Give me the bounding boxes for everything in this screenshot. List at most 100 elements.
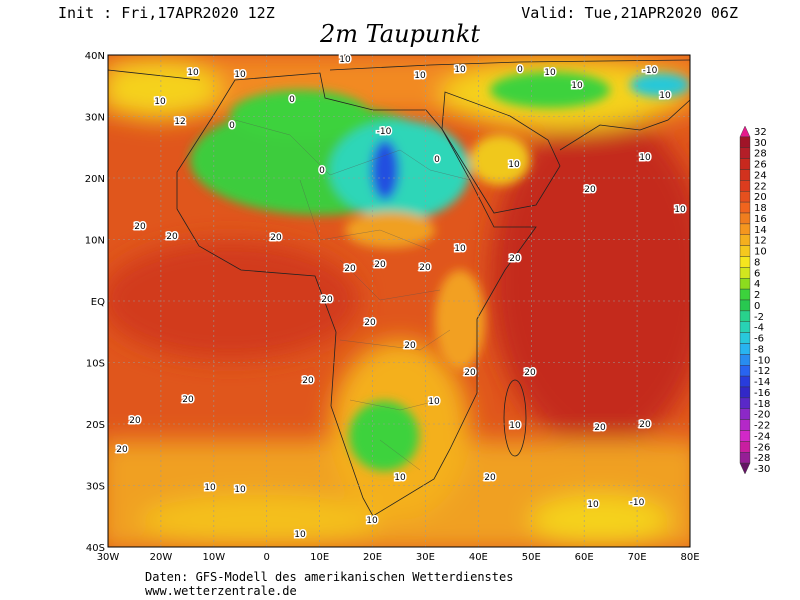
valid-time: Valid: Tue,21APR2020 06Z bbox=[521, 4, 738, 22]
lon-label: 20E bbox=[363, 552, 382, 563]
contour-label: 10 bbox=[544, 68, 556, 78]
contour-label: 20 bbox=[129, 416, 141, 426]
contour-label: 10 bbox=[587, 500, 599, 510]
contour-label: 20 bbox=[464, 368, 476, 378]
contour-label: 20 bbox=[344, 264, 356, 274]
lat-label: 30S bbox=[86, 482, 105, 493]
init-time: Init : Fri,17APR2020 12Z bbox=[58, 4, 275, 22]
contour-label: 10 bbox=[508, 160, 520, 170]
colorbar-band bbox=[739, 419, 751, 431]
colorbar-label: -22 bbox=[754, 421, 770, 432]
footer-url: www.wetterzentrale.de bbox=[145, 584, 297, 598]
colorbar-band bbox=[739, 158, 751, 170]
contour-label: 0 bbox=[229, 121, 235, 131]
contour-label: 20 bbox=[639, 420, 651, 430]
lat-label: 20N bbox=[85, 174, 105, 185]
colorbar-label: -24 bbox=[754, 431, 770, 442]
colorbar-label: 10 bbox=[754, 247, 767, 258]
lat-label: 10S bbox=[86, 359, 105, 370]
contour-label: 20 bbox=[404, 341, 416, 351]
lon-label: 30E bbox=[416, 552, 435, 563]
colorbar-band bbox=[739, 452, 751, 464]
contour-label: 0 bbox=[517, 65, 523, 75]
colorbar-band bbox=[739, 234, 751, 246]
contour-label: 20 bbox=[134, 222, 146, 232]
colorbar-band bbox=[739, 169, 751, 181]
contour-label: 10 bbox=[454, 244, 466, 254]
axes: 30W 20W 10W 0 10E 20E 30E 40E 50E 60E 70E 80E 40N 30N… bbox=[85, 51, 700, 563]
colorbar-label: -10 bbox=[754, 355, 770, 366]
lon-label: 10E bbox=[310, 552, 329, 563]
contour-labels: 10 10 0 10 10 10 0 10 10 -10 10 10 12 0 -10 0 0 10 20 10 10 2… bbox=[115, 54, 688, 542]
colorbar-band bbox=[739, 201, 751, 214]
contour-label: 10 bbox=[339, 55, 351, 65]
colorbar-label: 26 bbox=[754, 160, 767, 171]
colorbar-label: 4 bbox=[754, 279, 760, 290]
colorbar-band bbox=[739, 191, 751, 203]
contour-label: 10 bbox=[294, 530, 306, 540]
colorbar-label: -14 bbox=[754, 377, 770, 388]
contour-label: 20 bbox=[419, 263, 431, 273]
lon-label: 0 bbox=[264, 552, 270, 563]
contour-label: 20 bbox=[302, 376, 314, 386]
contour-label: 10 bbox=[366, 516, 378, 526]
colorbar-band bbox=[739, 212, 751, 225]
colorbar-label: -2 bbox=[754, 312, 764, 323]
contour-label: 20 bbox=[270, 233, 282, 243]
colorbar-band bbox=[739, 223, 751, 235]
grid bbox=[108, 55, 690, 547]
contour-label: 10 bbox=[204, 483, 216, 493]
contour-label: -10 bbox=[643, 66, 658, 76]
colorbar-label: 2 bbox=[754, 290, 760, 301]
colorbar-label: 16 bbox=[754, 214, 767, 225]
contour-label: 10 bbox=[509, 421, 521, 431]
lat-label: EQ bbox=[91, 297, 105, 308]
colorbar-band bbox=[739, 375, 751, 388]
colorbar-label: 22 bbox=[754, 181, 767, 192]
contour-label: 10 bbox=[571, 81, 583, 91]
colorbar-band bbox=[739, 462, 751, 475]
lon-label: 10W bbox=[203, 552, 226, 563]
contour-label: -10 bbox=[630, 498, 645, 508]
contour-label: 0 bbox=[289, 95, 295, 105]
colorbar: 32302826242220181614121086420-2-4-6-8-10… bbox=[739, 125, 770, 475]
contour-label: 20 bbox=[484, 473, 496, 483]
colorbar-label: -12 bbox=[754, 366, 770, 377]
contour-label: 12 bbox=[174, 117, 185, 127]
colorbar-band bbox=[739, 386, 751, 399]
colorbar-label: -28 bbox=[754, 453, 770, 464]
contour-label: 10 bbox=[659, 91, 671, 101]
lon-label: 70E bbox=[628, 552, 647, 563]
contour-label: 0 bbox=[434, 155, 440, 165]
colorbar-band bbox=[739, 430, 751, 442]
colorbar-band bbox=[739, 125, 751, 138]
colorbar-label: 28 bbox=[754, 149, 767, 160]
colorbar-label: -30 bbox=[754, 464, 770, 475]
map-field bbox=[108, 55, 690, 547]
contour-label: 20 bbox=[524, 368, 536, 378]
colorbar-band bbox=[739, 321, 751, 333]
contour-label: 20 bbox=[374, 260, 386, 270]
colorbar-label: -6 bbox=[754, 334, 764, 345]
colorbar-label: -8 bbox=[754, 344, 764, 355]
colorbar-band bbox=[739, 256, 751, 268]
colorbar-label: 12 bbox=[754, 236, 767, 247]
colorbar-band bbox=[739, 408, 751, 420]
contour-label: 10 bbox=[234, 485, 246, 495]
colorbar-label: -20 bbox=[754, 410, 770, 421]
colorbar-label: 8 bbox=[754, 257, 760, 268]
colorbar-band bbox=[739, 288, 751, 301]
colorbar-band bbox=[739, 332, 751, 344]
contour-label: 20 bbox=[116, 445, 128, 455]
colorbar-label: -16 bbox=[754, 388, 770, 399]
contour-label: 10 bbox=[454, 65, 466, 75]
colorbar-band bbox=[739, 299, 751, 312]
lon-label: 50E bbox=[522, 552, 541, 563]
colorbar-label: 30 bbox=[754, 138, 767, 149]
map-title: 2m Taupunkt bbox=[319, 20, 480, 48]
contour-label: 20 bbox=[182, 395, 194, 405]
colorbar-label: 20 bbox=[754, 192, 767, 203]
colorbar-label: 14 bbox=[754, 225, 767, 236]
colorbar-band bbox=[739, 397, 751, 409]
